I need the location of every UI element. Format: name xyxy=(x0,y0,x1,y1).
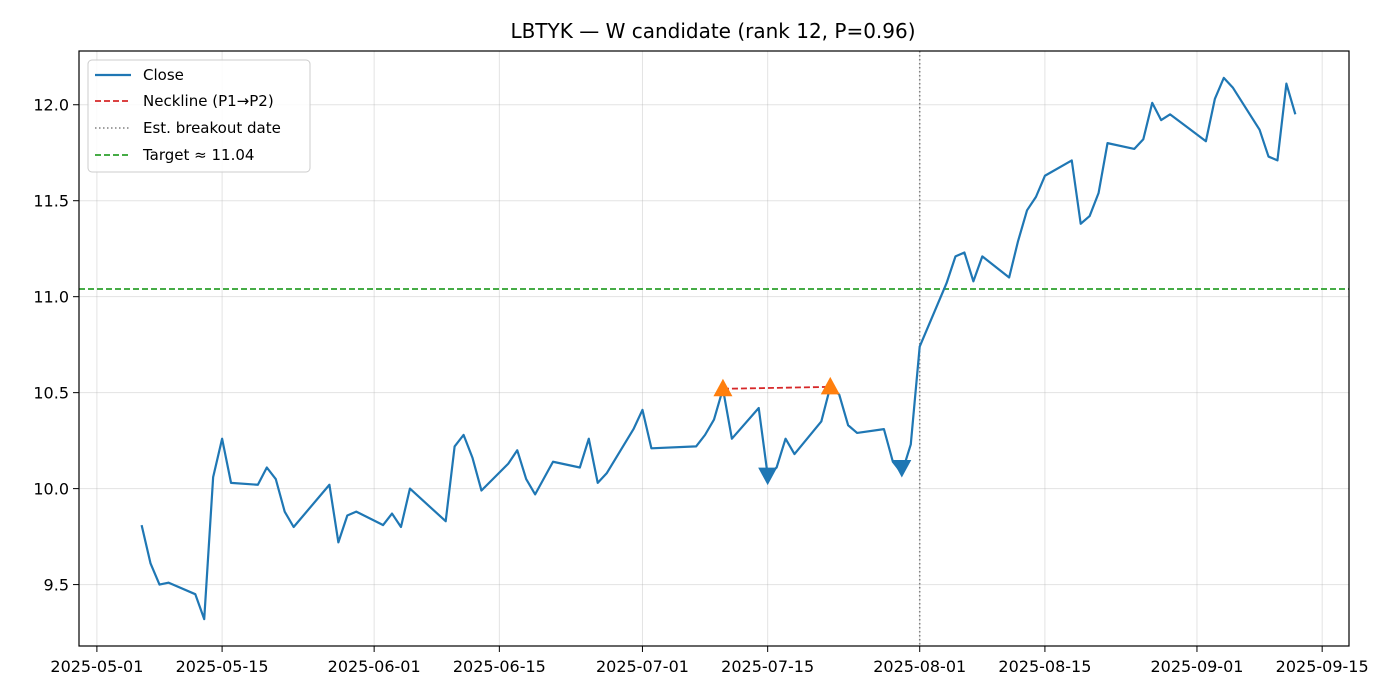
peak-marker xyxy=(713,378,733,397)
x-tick-label: 2025-05-01 xyxy=(50,657,143,676)
series-layer xyxy=(140,76,1297,621)
x-tick-label: 2025-07-01 xyxy=(596,657,689,676)
trough-marker xyxy=(892,460,912,478)
x-tick-label: 2025-07-15 xyxy=(721,657,814,676)
plot-area-frame xyxy=(78,50,1350,647)
x-tick-label: 2025-09-01 xyxy=(1150,657,1243,676)
y-tick-label: 10.5 xyxy=(33,384,69,403)
y-tick-label: 10.0 xyxy=(33,480,69,499)
legend-label-close: Close xyxy=(143,66,184,84)
x-tick-label: 2025-08-15 xyxy=(998,657,1091,676)
trough-marker xyxy=(758,467,778,486)
x-tick-label: 2025-06-15 xyxy=(453,657,546,676)
y-tick-label: 11.0 xyxy=(33,288,69,307)
y-tick-label: 12.0 xyxy=(33,96,69,115)
legend-box xyxy=(87,59,311,173)
y-tick-label: 11.5 xyxy=(33,192,69,211)
neckline xyxy=(722,385,831,390)
grid-layer xyxy=(79,51,1349,646)
x-axis-ticks: 2025-05-01 2025-05-15 2025-06-01 2025-06-15… xyxy=(50,646,1369,676)
x-tick-label: 2025-06-01 xyxy=(328,657,421,676)
x-tick-label: 2025-05-15 xyxy=(176,657,269,676)
y-tick-label: 9.5 xyxy=(44,576,69,595)
peak-marker xyxy=(820,376,840,395)
legend: Close Neckline (P1→P2) Est. breakout dat… xyxy=(87,59,311,173)
x-tick-label: 2025-09-15 xyxy=(1276,657,1369,676)
markers-layer xyxy=(713,376,912,486)
close-series-line xyxy=(140,76,1297,621)
chart-title: LBTYK — W candidate (rank 12, P=0.96) xyxy=(510,19,915,43)
legend-label-breakout: Est. breakout date xyxy=(143,119,281,137)
legend-label-neckline: Neckline (P1→P2) xyxy=(143,92,274,110)
x-tick-label: 2025-08-01 xyxy=(873,657,966,676)
legend-label-target: Target ≈ 11.04 xyxy=(142,146,254,164)
y-axis-ticks: 9.5 10.0 10.5 11.0 11.5 12.0 xyxy=(33,96,79,595)
